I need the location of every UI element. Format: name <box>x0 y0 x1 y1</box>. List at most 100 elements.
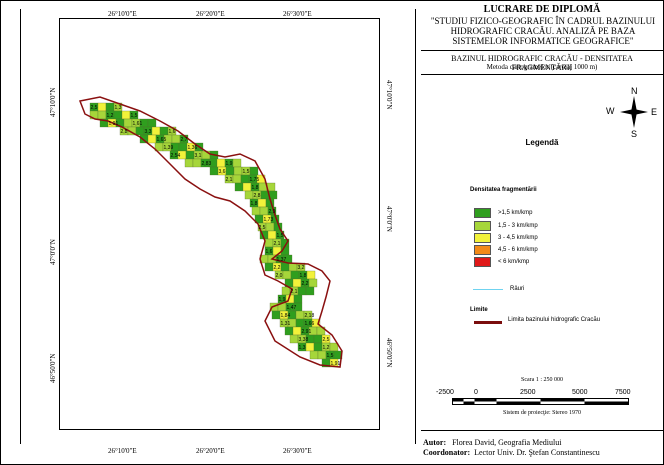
author-label: Autor: <box>423 438 447 447</box>
legend-swatch <box>474 221 491 231</box>
grid-cell <box>259 206 269 216</box>
grid-cell <box>267 230 277 240</box>
basin-boundary <box>78 96 343 368</box>
grid-cell <box>232 158 242 168</box>
lon-tick-top: 26°30'0"E <box>283 10 312 18</box>
author-value: Florea David, Geografia Mediului <box>452 438 562 447</box>
grid-cell <box>281 286 291 296</box>
grid-cell <box>313 334 323 344</box>
map-frame <box>20 9 416 444</box>
grid-cell <box>242 182 252 192</box>
compass-e: E <box>651 107 657 117</box>
grid-cell <box>295 318 305 328</box>
cell-value-label: 2,9 <box>269 209 276 215</box>
cell-value-label: 1,66 <box>305 321 315 327</box>
legend-swatch <box>474 208 491 218</box>
lat-tick-left: 46°50'0"N <box>49 353 57 383</box>
grid-cell <box>97 102 107 112</box>
project-title: LUCRARE DE DIPLOMĂ <box>483 4 601 15</box>
grid-cell <box>264 238 274 248</box>
grid-cell <box>105 102 115 112</box>
legend-item: >1,5 km/kmp <box>474 208 533 218</box>
limit-line <box>474 321 502 324</box>
grid-cell <box>264 262 274 272</box>
grid-cell <box>121 110 131 120</box>
grid-cell <box>282 270 292 280</box>
divider <box>421 74 664 75</box>
cell-value-label: 1,36 <box>188 145 198 151</box>
grid-cell <box>171 134 181 144</box>
grid-cell <box>313 342 323 352</box>
cell-value-label: 2,5 <box>91 105 98 111</box>
grid-cell <box>329 342 339 352</box>
grid-cell <box>292 326 302 336</box>
author-block: Autor: Florea David, Geografia Mediului … <box>423 438 600 458</box>
lon-tick-bottom: 26°30'0"E <box>283 447 312 455</box>
map-area[interactable]: 2,5 1,3 1,2 1,5 1,91 1,61 2,8 3,3 1,6 1,65 2,7 1,39… <box>59 18 380 430</box>
limit-label: Limita bazinului hidrografic Cracău <box>508 317 601 323</box>
coordinator-label: Coordonator: <box>423 448 471 457</box>
grid-cell <box>209 166 219 176</box>
grid-cell <box>290 270 300 280</box>
cell-value-label: 1,2 <box>323 345 330 351</box>
grid-cell <box>288 262 298 272</box>
cell-value-label: 1,65 <box>157 137 167 143</box>
grid-cell <box>135 126 145 136</box>
compass-w: W <box>606 106 615 116</box>
legend-title: Legendă <box>525 138 559 147</box>
grid-cell <box>147 118 157 128</box>
compass-n: N <box>631 86 638 96</box>
cell-value-label: 3,38 <box>299 337 309 343</box>
grid-cell <box>249 166 259 176</box>
map-method: Metoda cartogramelor (caroiaj 1000 m) <box>486 63 598 71</box>
lon-tick-bottom: 26°10'0"E <box>108 447 137 455</box>
cell-value-label: 1,84 <box>281 313 291 319</box>
scale-label: 2500 <box>520 389 536 396</box>
scale-label: 5000 <box>572 389 588 396</box>
density-map: 2,5 1,31,2 1,51,91 1,612,8 3,3 1,61,65 2,71,39… <box>78 96 343 368</box>
grid-cell <box>113 110 123 120</box>
grid-cell <box>234 182 244 192</box>
grid-cell <box>185 150 195 160</box>
cell-value-label: 2,5 <box>259 225 266 231</box>
grid-cell <box>178 142 188 152</box>
grid-cell <box>309 350 319 360</box>
lat-tick-right: 46°50'0"N <box>385 338 393 368</box>
map-name: BAZINUL HIDROGRAFIC CRACĂU - DENSITATEA … <box>451 54 633 72</box>
divider <box>421 430 664 431</box>
cell-value-label: 2,18 <box>305 313 315 319</box>
cell-value-label: 1,5 <box>327 353 334 359</box>
cell-value-label: 2,0 <box>276 273 283 279</box>
cell-value-label: 1,5 <box>277 233 284 239</box>
grid-cell <box>184 158 194 168</box>
cell-value-label: 1,73 <box>264 217 274 223</box>
legend-swatch <box>474 233 491 243</box>
rivers-label: Râuri <box>510 286 525 292</box>
project-subtitle: "STUDIU FIZICO-GEOGRAFIC ÎN CADRUL BAZIN… <box>430 16 656 46</box>
cell-value-label: 2,2 <box>302 281 309 287</box>
cell-value-label: 2,1 <box>274 241 281 247</box>
cell-value-label: 1,37 <box>277 257 287 263</box>
cell-value-label: 1,31 <box>281 321 291 327</box>
coordinator-value: Lector Univ. Dr. Ştefan Constantinescu <box>474 448 600 457</box>
legend-item: 4,5 - 6 km/kmp <box>474 245 538 255</box>
cell-value-label: 1,8 <box>300 273 307 279</box>
compass-s: S <box>631 129 637 138</box>
cell-value-label: 1,39 <box>164 145 174 151</box>
grid-cell <box>232 174 242 184</box>
cell-value-label: 1,91 <box>109 121 119 127</box>
cell-value-label: 3,2 <box>298 265 305 271</box>
grid-cell <box>305 286 315 296</box>
cell-value-label: 1,2 <box>107 113 114 119</box>
cell-value-label: 3,1 <box>195 153 202 159</box>
lon-tick-bottom: 26°20'0"E <box>196 447 225 455</box>
grid-cell <box>257 198 267 208</box>
scale-bar <box>452 398 629 405</box>
scale-label: 0 <box>474 389 478 396</box>
cell-value-label: 2,83 <box>202 161 212 167</box>
lat-tick-left: 47°10'0"N <box>49 87 57 117</box>
cell-value-label: 3,3 <box>145 129 152 135</box>
density-title: Densitatea fragmentării <box>470 187 537 193</box>
cell-value-label: 2,8 <box>254 193 261 199</box>
grid-cell <box>251 206 261 216</box>
